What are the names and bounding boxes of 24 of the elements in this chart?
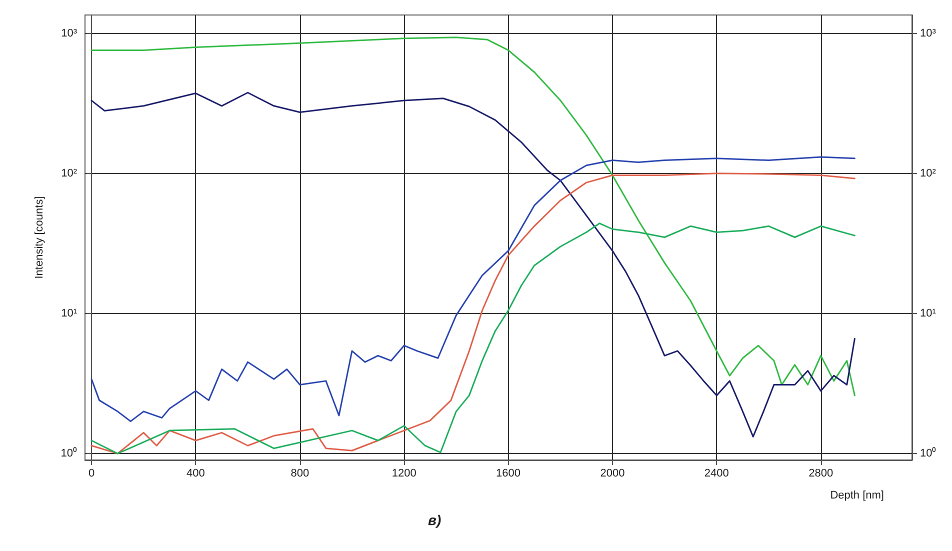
x-tick-label: 1200: [392, 468, 416, 480]
text: 10²: [61, 167, 77, 180]
x-tick-label: 2800: [808, 468, 834, 480]
y-tick-label: 10¹: [920, 307, 936, 320]
y-tick-label: 10³: [920, 27, 936, 40]
x-tick-label: 400: [186, 468, 205, 480]
x-axis-title: Depth [nm]: [830, 490, 884, 502]
line-series: [90, 156, 856, 422]
line-series: [90, 222, 856, 454]
y-axis-title: Intensity [counts]: [34, 196, 46, 279]
x-tick-label: 1600: [496, 468, 521, 480]
text: в): [428, 512, 442, 528]
y-tick-label: 10⁰: [920, 446, 936, 460]
x-tick-label: 0: [88, 468, 95, 480]
text: 10⁰: [60, 448, 77, 460]
line-series: [90, 92, 856, 438]
line-series: [90, 36, 856, 396]
y-tick-label: 10²: [920, 167, 936, 180]
text: 10¹: [61, 307, 77, 320]
x-tick-label: 2400: [704, 468, 729, 480]
x-tick-label: 800: [290, 468, 310, 480]
x-tick-label: 2000: [600, 468, 625, 480]
text: 10³: [61, 27, 77, 40]
line-series: [90, 172, 856, 454]
